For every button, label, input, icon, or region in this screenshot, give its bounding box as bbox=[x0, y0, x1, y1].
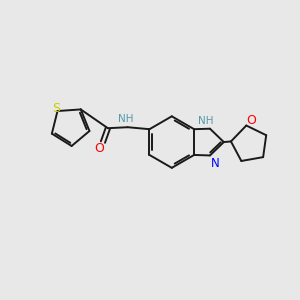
Text: NH: NH bbox=[198, 116, 214, 126]
Text: S: S bbox=[52, 102, 61, 115]
Text: NH: NH bbox=[118, 114, 134, 124]
Text: N: N bbox=[211, 157, 219, 170]
Text: O: O bbox=[94, 142, 104, 154]
Text: O: O bbox=[246, 114, 256, 127]
